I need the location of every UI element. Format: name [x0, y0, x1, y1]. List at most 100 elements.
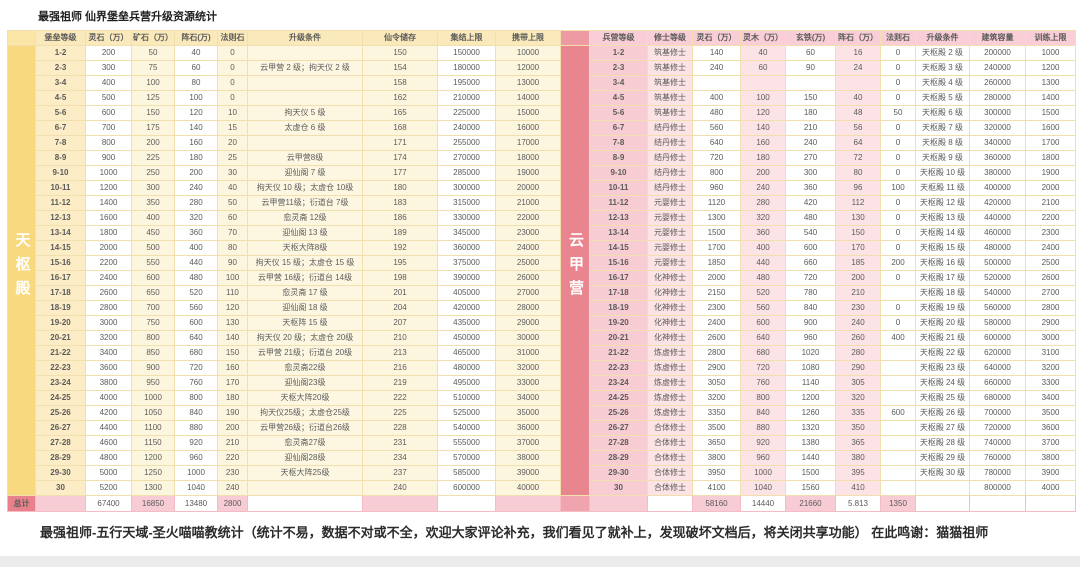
- camp-total-cell: 58160: [692, 495, 741, 512]
- table-row: 13-14 1800 450 360 70 迎仙阁 13 级 189 345000 23000 1…: [8, 225, 1076, 241]
- camp-cell: 170: [835, 240, 881, 256]
- fortress-cell: 22-23: [35, 360, 86, 376]
- fortress-cell: 300000: [437, 180, 496, 196]
- camp-cell: 2600: [1025, 270, 1076, 286]
- camp-cell: 1260: [785, 405, 836, 421]
- camp-cell: 48: [835, 105, 881, 121]
- camp-cell: 920: [740, 435, 786, 451]
- fortress-cell: 450000: [437, 330, 496, 346]
- camp-cell: 140: [740, 120, 786, 136]
- camp-cell: 260000: [969, 75, 1026, 91]
- camp-cell: 天枢殿 23 级: [915, 360, 970, 376]
- camp-cell: 210: [835, 285, 881, 301]
- table-row: 12-13 1600 400 320 60 愈灵斋 12级 186 330000 22000 12…: [8, 210, 1076, 226]
- fortress-cell: 22000: [495, 210, 561, 226]
- camp-cell: 100: [880, 180, 916, 196]
- fortress-cell: 840: [174, 405, 218, 421]
- camp-cell: 620000: [969, 345, 1026, 361]
- fortress-cell: 525000: [437, 405, 496, 421]
- camp-cell: 27-28: [589, 435, 648, 451]
- camp-cell: 680000: [969, 390, 1026, 406]
- camp-cell: 化神修士: [647, 285, 693, 301]
- fortress-cell: 360: [174, 225, 218, 241]
- camp-cell: 2400: [1025, 240, 1076, 256]
- fortress-cell: 34000: [495, 390, 561, 406]
- fortress-cell: 天枢阵 15 级: [247, 315, 363, 331]
- table-row: 20-21 3200 800 640 140 拘天仪 20 级；太虚仓 20级 210 450…: [8, 330, 1076, 346]
- table-row: 17-18 2600 650 520 110 愈灵斋 17 级 201 405000 27000…: [8, 285, 1076, 301]
- camp-cell: 0: [880, 60, 916, 76]
- camp-cell: 炼虚修士: [647, 360, 693, 376]
- camp-cell: 640000: [969, 360, 1026, 376]
- camp-cell: 19-20: [589, 315, 648, 331]
- camp-cell: 1120: [692, 195, 741, 211]
- camp-cell: 260: [835, 330, 881, 346]
- camp-cell: 天枢殿 20 级: [915, 315, 970, 331]
- fortress-cell: 迎仙阁 7 级: [247, 165, 363, 181]
- fortress-cell: 18-19: [35, 300, 86, 316]
- fortress-cell: 2800: [85, 300, 132, 316]
- camp-cell: 2100: [1025, 195, 1076, 211]
- fortress-cell: 435000: [437, 315, 496, 331]
- fortress-cell: 太虚仓 6 级: [247, 120, 363, 136]
- fortress-cell: 5-6: [35, 105, 86, 121]
- fortress-cell: 26000: [495, 270, 561, 286]
- fortress-cell: 650: [131, 285, 175, 301]
- fortress-cell: 28-29: [35, 450, 86, 466]
- fortress-cell: 3200: [85, 330, 132, 346]
- fortress-cell: 204: [362, 300, 438, 316]
- fortress-cell: 20000: [495, 180, 561, 196]
- camp-cell: 17-18: [589, 285, 648, 301]
- fortress-cell: 540000: [437, 420, 496, 436]
- camp-cell: 560000: [969, 300, 1026, 316]
- camp-cell: 1600: [1025, 120, 1076, 136]
- camp-cell: 天枢殿 25 级: [915, 390, 970, 406]
- fortress-cell: 1200: [85, 180, 132, 196]
- camp-cell: 天枢殿 28 级: [915, 435, 970, 451]
- camp-cell: 480: [740, 270, 786, 286]
- fortress-cell: 拘天仪 20 级；太虚仓 20级: [247, 330, 363, 346]
- camp-cell: 3100: [1025, 345, 1076, 361]
- camp-cell: 天枢殿 22 级: [915, 345, 970, 361]
- camp-column-header: 灵石（万）: [692, 30, 741, 46]
- fortress-cell: 195000: [437, 75, 496, 91]
- fortress-cell: 21000: [495, 195, 561, 211]
- fortress-cell: 192: [362, 240, 438, 256]
- fortress-cell: 600: [85, 105, 132, 121]
- fortress-cell: 25: [217, 150, 248, 166]
- camp-cell: 天枢殿 10 级: [915, 165, 970, 181]
- fortress-cell: 1-2: [35, 45, 86, 61]
- fortress-cell: 云甲营8级: [247, 150, 363, 166]
- fortress-cell: 219: [362, 375, 438, 391]
- camp-cell: 1440: [785, 450, 836, 466]
- fortress-cell: [247, 480, 363, 496]
- camp-cell: 460000: [969, 225, 1026, 241]
- camp-cell: 240: [692, 60, 741, 76]
- camp-cell: 3500: [692, 420, 741, 436]
- camp-cell: 0: [880, 150, 916, 166]
- fortress-cell: 180: [174, 150, 218, 166]
- camp-cell: 10-11: [589, 180, 648, 196]
- fortress-cell: 50: [217, 195, 248, 211]
- table-row: 23-24 3800 950 760 170 迎仙阁23级 219 495000 33000 23…: [8, 375, 1076, 391]
- fortress-column-header: 法则石: [217, 30, 248, 46]
- fortress-total-cell: [437, 495, 496, 512]
- camp-cell: 335: [835, 405, 881, 421]
- fortress-cell: 800: [85, 135, 132, 151]
- camp-cell: 0: [880, 75, 916, 91]
- camp-cell: 600: [880, 405, 916, 421]
- camp-cell: 1300: [1025, 75, 1076, 91]
- camp-cell: 1000: [740, 465, 786, 481]
- camp-cell: 天枢殿 5 级: [915, 90, 970, 106]
- table-row: 24-25 4000 1000 800 180 天枢大阵20级 222 510000 34000…: [8, 390, 1076, 406]
- fortress-cell: 210: [362, 330, 438, 346]
- camp-cell: 炼虚修士: [647, 345, 693, 361]
- camp-cell: 500000: [969, 255, 1026, 271]
- fortress-cell: 440: [174, 255, 218, 271]
- camp-cell: 25-26: [589, 405, 648, 421]
- fortress-cell: 4400: [85, 420, 132, 436]
- camp-cell: 元婴修士: [647, 225, 693, 241]
- fortress-cell: 拘天仪 5 级: [247, 105, 363, 121]
- camp-cell: 15-16: [589, 255, 648, 271]
- page-title: 最强祖师 仙界堡垒兵营升级资源统计: [38, 11, 218, 23]
